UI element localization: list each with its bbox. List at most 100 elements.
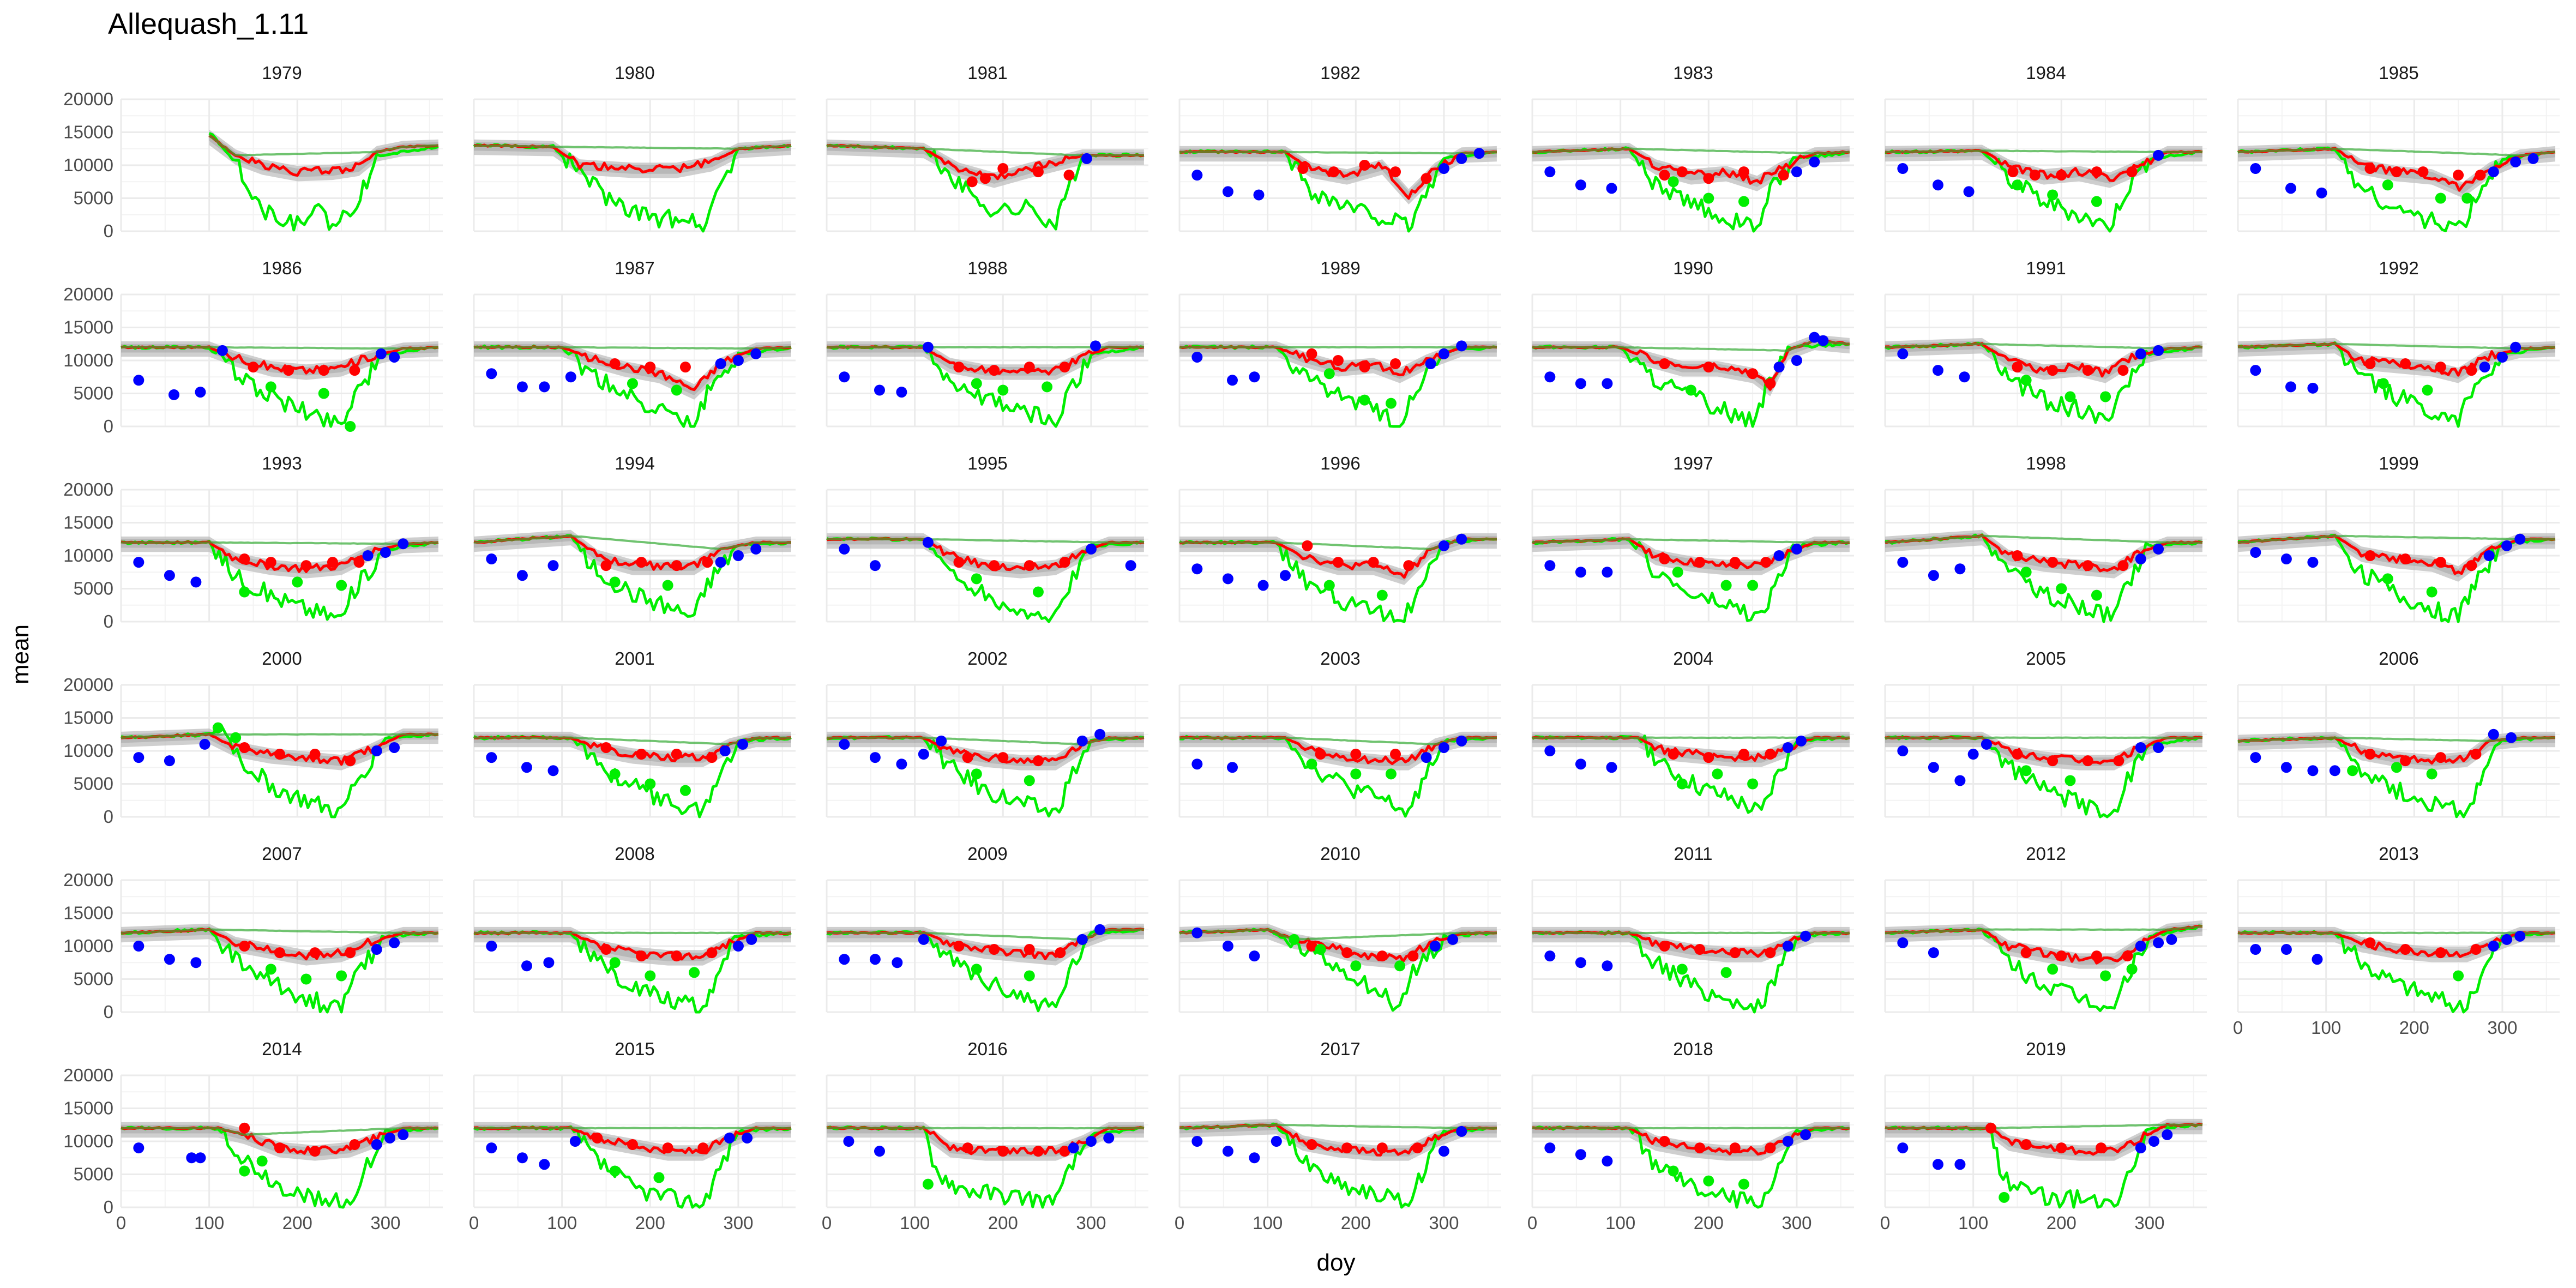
red-point (1390, 358, 1401, 370)
x-tick-label: 0 (116, 1213, 126, 1233)
green-point (336, 970, 347, 982)
spread-ribbon-dark (474, 1124, 791, 1157)
blue-point (1932, 365, 1943, 376)
y-tick-label: 10000 (63, 1131, 113, 1151)
blue-point (516, 570, 528, 581)
upper-line (121, 541, 438, 545)
red-point (2466, 560, 2477, 571)
red-point (1390, 749, 1401, 760)
green-point (1738, 1178, 1749, 1190)
blue-point (1932, 1159, 1943, 1170)
green-point (645, 970, 656, 982)
blue-point (133, 557, 145, 568)
green-point (1289, 934, 1300, 945)
red-point (1332, 557, 1344, 568)
blue-point (2135, 742, 2146, 753)
facet-strip-label: 2003 (1320, 648, 1360, 669)
blue-point (1544, 950, 1556, 962)
red-point (953, 557, 965, 568)
blue-point (2307, 557, 2319, 568)
red-point (2470, 944, 2482, 955)
upper-line (121, 733, 438, 739)
red-point (2117, 560, 2129, 571)
spread-ribbon (121, 341, 438, 380)
x-tick-label: 100 (1605, 1213, 1635, 1233)
blue-point (375, 348, 387, 359)
spread-ribbon-dark (827, 142, 1144, 184)
red-point (953, 941, 965, 952)
red-point (671, 560, 682, 571)
facet-panel-2014: 2014 0 5000 10000 15000 20000 0 100 200 300 (63, 1039, 443, 1233)
upper-line (827, 538, 1144, 544)
blue-point (1954, 1159, 1966, 1170)
blue-point (1928, 762, 1939, 773)
red-point (2400, 944, 2411, 955)
green-point (609, 957, 621, 968)
green-point (922, 1178, 934, 1190)
facet-strip-label: 2010 (1320, 844, 1360, 864)
blue-point (2307, 765, 2319, 777)
green-point (2382, 573, 2393, 585)
min-line (2237, 736, 2556, 818)
facet-strip-label: 2019 (2026, 1039, 2066, 1059)
blue-point (1456, 153, 1467, 164)
blue-point (398, 538, 409, 550)
blue-point (389, 937, 400, 948)
x-tick-label: 300 (723, 1213, 753, 1233)
blue-point (1575, 567, 1586, 578)
red-point (989, 560, 1000, 571)
red-point (1024, 560, 1035, 571)
red-point (2364, 163, 2376, 174)
blue-point (2153, 345, 2164, 356)
red-point (671, 950, 682, 962)
blue-point (133, 752, 145, 763)
red-point (1390, 166, 1401, 178)
blue-point (1602, 1155, 1613, 1167)
upper-line (473, 534, 791, 550)
green-point (2020, 765, 2032, 777)
green-point (1385, 768, 1397, 780)
blue-point (892, 957, 903, 968)
red-point (2096, 1142, 2107, 1154)
blue-point (389, 742, 400, 753)
green-point (1323, 368, 1335, 380)
red-point (1412, 1142, 1423, 1154)
green-point (609, 576, 621, 588)
blue-point (1796, 735, 1807, 747)
y-tick-label: 15000 (63, 708, 113, 728)
blue-point (1191, 170, 1203, 181)
blue-point (1773, 550, 1785, 561)
red-point (309, 947, 321, 959)
green-point (2382, 179, 2393, 191)
blue-point (569, 1136, 581, 1147)
blue-point (936, 735, 947, 747)
upper-line (121, 1127, 438, 1136)
red-point (265, 557, 276, 568)
blue-point (896, 387, 907, 398)
blue-point (1575, 1149, 1586, 1160)
green-point (2056, 583, 2067, 594)
green-point (1712, 768, 1723, 780)
red-point (2047, 557, 2059, 568)
green-point (1394, 960, 1406, 972)
green-point (1042, 381, 1053, 393)
facet-strip-label: 2008 (615, 844, 654, 864)
red-point (2082, 365, 2093, 376)
red-point (1676, 166, 1688, 178)
blue-point (1076, 934, 1088, 945)
blue-point (1544, 560, 1556, 571)
blue-point (539, 381, 550, 393)
blue-point (1897, 745, 1909, 756)
green-point (1672, 567, 1683, 578)
y-tick-label: 0 (104, 1002, 113, 1022)
red-point (2091, 166, 2102, 178)
blue-point (2312, 954, 2323, 965)
upper-line (473, 931, 791, 935)
green-point (239, 586, 250, 598)
spread-ribbon-dark (209, 132, 438, 177)
red-point (1359, 160, 1370, 171)
y-tick-label: 15000 (63, 513, 113, 533)
red-point (609, 358, 621, 370)
blue-point (2250, 365, 2261, 376)
spread-ribbon-dark (474, 142, 791, 174)
